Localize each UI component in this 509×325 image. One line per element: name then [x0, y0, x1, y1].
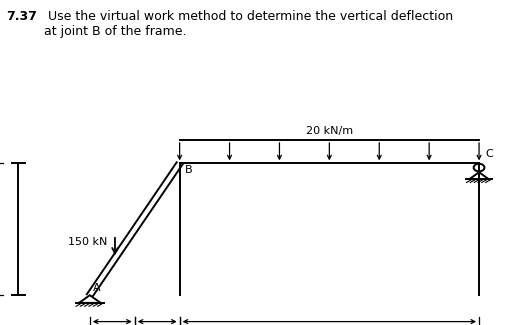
Text: A: A	[93, 283, 100, 293]
Text: 20 kN/m: 20 kN/m	[306, 126, 353, 136]
Text: C: C	[485, 149, 493, 159]
Text: 7.37: 7.37	[6, 10, 37, 23]
Text: Use the virtual work method to determine the vertical deflection
at joint B of t: Use the virtual work method to determine…	[44, 10, 454, 38]
Text: B: B	[184, 165, 192, 176]
Text: 150 kN: 150 kN	[68, 237, 108, 247]
